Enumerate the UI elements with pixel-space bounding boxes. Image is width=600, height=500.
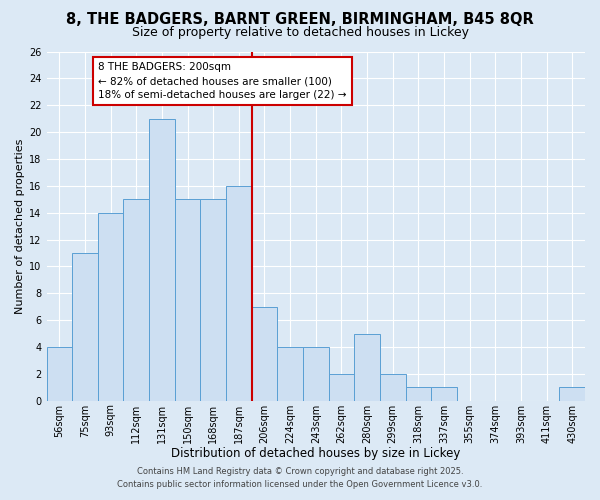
Bar — [175, 199, 200, 400]
Bar — [354, 334, 380, 400]
Bar — [251, 306, 277, 400]
Text: 8, THE BADGERS, BARNT GREEN, BIRMINGHAM, B45 8QR: 8, THE BADGERS, BARNT GREEN, BIRMINGHAM,… — [66, 12, 534, 28]
Bar — [200, 199, 226, 400]
X-axis label: Distribution of detached houses by size in Lickey: Distribution of detached houses by size … — [171, 447, 460, 460]
Bar — [72, 253, 98, 400]
Bar — [380, 374, 406, 400]
Bar — [406, 388, 431, 400]
Bar — [303, 347, 329, 401]
Bar — [47, 347, 72, 401]
Bar — [149, 118, 175, 400]
Text: Size of property relative to detached houses in Lickey: Size of property relative to detached ho… — [131, 26, 469, 39]
Bar — [559, 388, 585, 400]
Y-axis label: Number of detached properties: Number of detached properties — [15, 138, 25, 314]
Bar — [226, 186, 251, 400]
Text: 8 THE BADGERS: 200sqm
← 82% of detached houses are smaller (100)
18% of semi-det: 8 THE BADGERS: 200sqm ← 82% of detached … — [98, 62, 346, 100]
Bar — [124, 199, 149, 400]
Bar — [329, 374, 354, 400]
Bar — [431, 388, 457, 400]
Bar — [98, 212, 124, 400]
Text: Contains HM Land Registry data © Crown copyright and database right 2025.
Contai: Contains HM Land Registry data © Crown c… — [118, 467, 482, 489]
Bar — [277, 347, 303, 401]
